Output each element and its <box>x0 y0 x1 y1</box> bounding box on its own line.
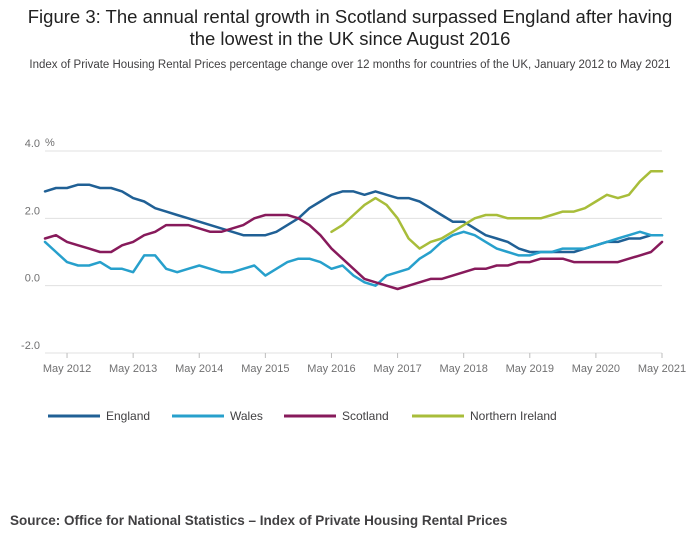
series-lines <box>43 169 664 291</box>
y-tick-label: -2.0 <box>21 340 40 352</box>
legend-label-wales: Wales <box>230 409 263 423</box>
x-tick-label: May 2013 <box>109 363 157 375</box>
legend-label-england: England <box>106 409 150 423</box>
legend-label-scotland: Scotland <box>342 409 389 423</box>
axes: -2.0 0.0 2.0 4.0 % May 2012 May 2013 May 2014 Ma… <box>21 137 686 375</box>
series-line-england <box>43 183 664 254</box>
chart-title: Figure 3: The annual rental growth in Sc… <box>27 6 673 49</box>
y-tick-label: 4.0 <box>25 138 40 150</box>
series-line-wales <box>43 230 664 287</box>
x-tick-label: May 2020 <box>572 363 620 375</box>
legend: England Wales Scotland Northern Ireland <box>48 409 557 423</box>
x-tick-label: May 2017 <box>373 363 421 375</box>
series-line-northern-ireland <box>330 169 664 250</box>
x-tick-label: May 2018 <box>440 363 488 375</box>
y-tick-label: 0.0 <box>25 273 40 285</box>
source-note: Source: Office for National Statistics –… <box>10 513 508 528</box>
y-axis-label: % <box>45 137 55 149</box>
y-tick-label: 2.0 <box>25 205 40 217</box>
chart-subtitle: Index of Private Housing Rental Prices p… <box>29 59 671 71</box>
series-line-scotland <box>43 213 664 291</box>
x-tick-label: May 2021 <box>638 363 686 375</box>
x-tick-label: May 2015 <box>241 363 289 375</box>
x-tick-label: May 2016 <box>307 363 355 375</box>
legend-label-northern-ireland: Northern Ireland <box>470 409 557 423</box>
x-tick-label: May 2014 <box>175 363 223 375</box>
x-tick-label: May 2012 <box>43 363 91 375</box>
gridlines <box>45 150 662 354</box>
x-tick-label: May 2019 <box>506 363 554 375</box>
